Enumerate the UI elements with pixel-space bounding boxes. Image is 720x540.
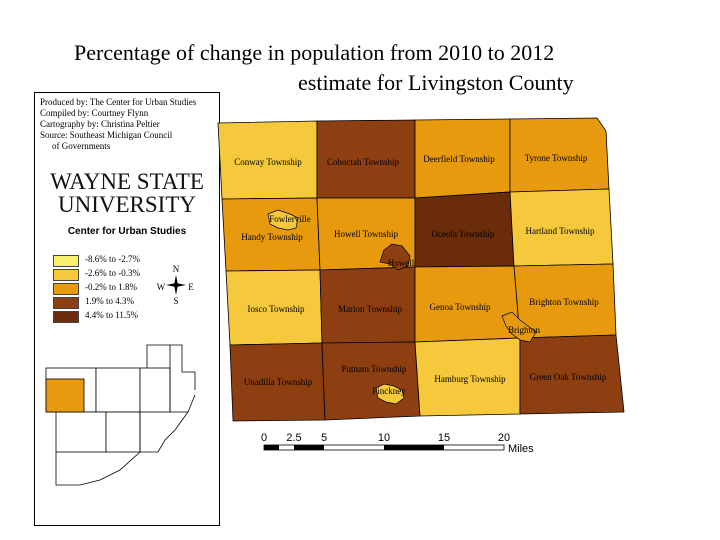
county-map bbox=[217, 117, 625, 422]
township-label: Deerfield Township bbox=[423, 154, 495, 164]
legend-swatch bbox=[53, 297, 79, 309]
credit-source-cont: of Governments bbox=[52, 141, 111, 151]
credit-produced-by: Produced by: The Center for Urban Studie… bbox=[40, 97, 197, 107]
township-label: Unadilla Township bbox=[244, 377, 313, 387]
scale-bar-segment bbox=[384, 445, 444, 450]
compass-w-label: W bbox=[157, 282, 166, 292]
scale-bar-segment bbox=[264, 445, 279, 450]
scale-tick-label: 10 bbox=[378, 432, 390, 444]
township-label: Oceola Township bbox=[432, 229, 495, 239]
compass-rose: N S W E bbox=[157, 264, 195, 306]
credit-source: Source: Southeast Michigan Council bbox=[40, 130, 173, 140]
map-title-line-1: Percentage of change in population from … bbox=[74, 40, 555, 65]
city-brighton bbox=[501, 311, 537, 343]
township-label: Hartland Township bbox=[526, 226, 595, 236]
township-label: Howell Township bbox=[334, 229, 398, 239]
university-logo-line-2: UNIVERSITY bbox=[58, 192, 196, 217]
township-label: Putnam Township bbox=[342, 364, 407, 374]
city-fowlerville bbox=[267, 209, 299, 231]
legend-label: -2.6% to -0.3% bbox=[85, 268, 140, 278]
city-pinckney bbox=[375, 383, 405, 405]
scale-bar: 0 2.5 5 10 15 20 Miles bbox=[261, 432, 534, 455]
scale-tick-label: 15 bbox=[438, 432, 450, 444]
locator-county-outline bbox=[139, 411, 189, 453]
locator-county-outline bbox=[55, 411, 107, 453]
logo-subtitle: Center for Urban Studies bbox=[67, 226, 187, 237]
locator-map bbox=[45, 344, 196, 486]
township-green-oak bbox=[519, 334, 625, 415]
locator-county-outline bbox=[170, 344, 196, 390]
legend-label: 1.9% to 4.3% bbox=[85, 296, 134, 306]
city-label: Brighton bbox=[508, 325, 541, 335]
locator-county-outline bbox=[95, 367, 141, 413]
credit-cartography-by: Cartography by: Christina Peltier bbox=[40, 119, 160, 129]
township-label: Tyrone Township bbox=[525, 153, 588, 163]
city-howell bbox=[379, 243, 411, 271]
compass-e-label: E bbox=[188, 282, 194, 292]
locator-county-outline bbox=[105, 411, 141, 453]
legend-swatch bbox=[53, 283, 79, 295]
scale-tick-label: 20 bbox=[498, 432, 510, 444]
legend-swatch bbox=[53, 269, 79, 281]
university-logo-line-1: WAYNE STATE bbox=[50, 169, 204, 194]
map-title-line-2: estimate for Livingston County bbox=[298, 70, 574, 95]
scale-unit-label: Miles bbox=[508, 443, 534, 455]
compass-star-icon bbox=[166, 283, 186, 287]
locator-county-outline bbox=[146, 344, 171, 368]
compass-n-label: N bbox=[173, 264, 180, 274]
scale-tick-label: 2.5 bbox=[286, 432, 301, 444]
side-panel: Produced by: The Center for Urban Studie… bbox=[34, 92, 220, 526]
township-putnam bbox=[321, 341, 421, 421]
scale-bar-segment bbox=[294, 445, 324, 450]
legend-label: -8.6% to -2.7% bbox=[85, 254, 140, 264]
township-label: Brighton Township bbox=[529, 297, 599, 307]
township-tyrone bbox=[509, 117, 610, 193]
legend-label: -0.2% to 1.8% bbox=[85, 282, 137, 292]
township-label: Handy Township bbox=[241, 232, 303, 242]
credit-compiled-by: Compiled by: Courtney Flynn bbox=[40, 108, 149, 118]
city-label: Fowlerville bbox=[269, 214, 311, 224]
credits-block: Produced by: The Center for Urban Studie… bbox=[40, 97, 196, 152]
compass-s-label: S bbox=[173, 296, 178, 306]
legend-swatch bbox=[53, 255, 79, 267]
scale-tick-label: 0 bbox=[261, 432, 267, 444]
township-label: Iosco Township bbox=[248, 304, 305, 314]
legend-swatch bbox=[53, 311, 79, 323]
city-label: Pinckney bbox=[372, 386, 406, 396]
city-label: Howell bbox=[388, 258, 415, 268]
locator-livingston-highlight bbox=[45, 378, 85, 413]
legend-label: 4.4% to 11.5% bbox=[85, 310, 139, 320]
township-label: Green Oak Township bbox=[530, 372, 607, 382]
township-label: Genoa Township bbox=[430, 302, 491, 312]
scale-tick-label: 5 bbox=[321, 432, 327, 444]
locator-county-outline bbox=[169, 368, 196, 413]
locator-county-outline bbox=[55, 451, 141, 486]
township-label: Conway Township bbox=[234, 157, 302, 167]
township-label: Cohoctah Township bbox=[327, 157, 399, 167]
township-label: Marion Township bbox=[338, 304, 402, 314]
locator-county-outline bbox=[139, 367, 171, 413]
township-label: Hamburg Township bbox=[434, 374, 506, 384]
